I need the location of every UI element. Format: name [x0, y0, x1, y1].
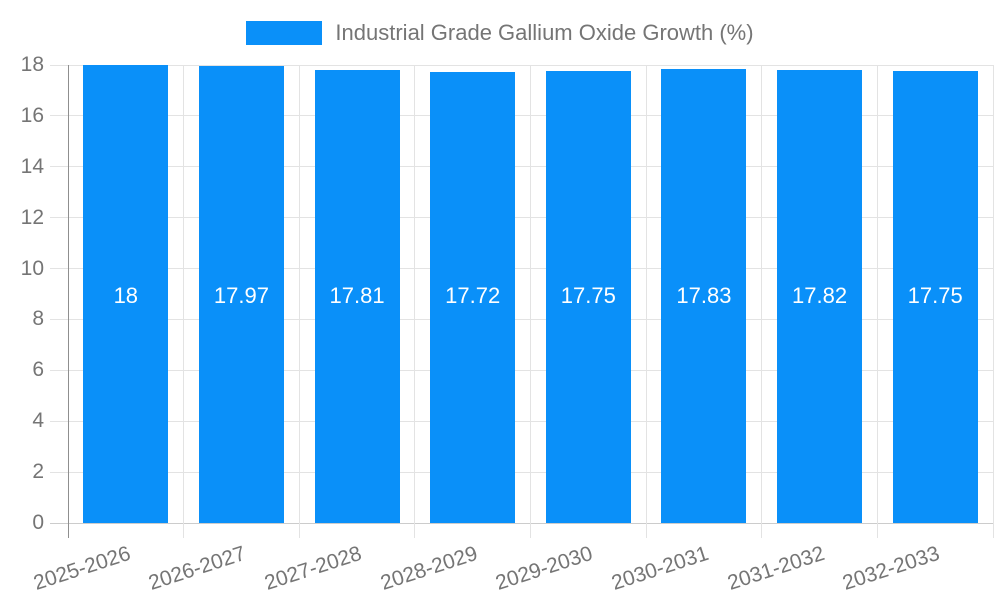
y-axis-tick-label: 0 [32, 511, 44, 534]
bar-value-label: 18 [113, 283, 139, 308]
x-gridline [761, 65, 763, 538]
y-gridline [50, 64, 993, 66]
y-axis-tick-label: 14 [20, 154, 44, 178]
x-gridline [298, 65, 300, 538]
legend: Industrial Grade Gallium Oxide Growth (%… [0, 20, 1000, 46]
y-gridline [50, 369, 993, 371]
bar-value-label: 17.97 [213, 283, 269, 308]
x-gridline [876, 65, 878, 538]
x-gridline [530, 65, 531, 538]
bar-value-label: 17.81 [329, 283, 385, 308]
y-axis-tick-label: 6 [32, 358, 44, 382]
y-gridline [50, 420, 993, 422]
bar-value-label: 17.72 [445, 283, 501, 308]
y-gridline [50, 522, 993, 524]
bar[interactable] [314, 69, 400, 523]
bar[interactable] [83, 65, 169, 523]
legend-swatch [246, 21, 323, 45]
bar[interactable] [661, 69, 747, 523]
legend-label: Industrial Grade Gallium Oxide Growth (%… [335, 20, 754, 45]
bar-value-label: 17.82 [792, 283, 848, 308]
y-axis-tick-label: 10 [20, 256, 44, 280]
y-gridline [50, 115, 993, 117]
bar-value-label: 17.75 [907, 283, 963, 308]
y-gridline [50, 217, 993, 219]
y-gridline [50, 268, 993, 270]
bar[interactable] [545, 71, 631, 523]
y-axis-tick-label: 16 [20, 103, 44, 127]
x-gridline [183, 65, 185, 538]
bar[interactable] [198, 65, 284, 523]
y-axis-tick-label: 12 [20, 205, 44, 229]
y-axis-tick-label: 8 [32, 307, 44, 331]
y-gridline [50, 166, 993, 168]
y-gridline [50, 318, 993, 320]
bar[interactable] [430, 72, 516, 523]
bar[interactable] [777, 69, 863, 523]
x-gridline [645, 65, 647, 538]
y-gridline [50, 471, 993, 473]
y-axis-tick-label: 18 [20, 53, 44, 76]
x-gridline [414, 65, 416, 538]
x-gridline [992, 65, 994, 538]
plot-area: 0 2 4 6 8 10 12 14 16 18 18 2025-2026 17.97 2026-2027… [21, 53, 994, 595]
y-axis-tick-label: 2 [32, 460, 44, 484]
y-axis-tick-label: 4 [32, 409, 44, 433]
bar[interactable] [892, 71, 978, 523]
bar-value-label: 17.75 [560, 283, 616, 308]
y-axis-line [68, 65, 69, 538]
bar-value-label: 17.83 [676, 283, 732, 308]
